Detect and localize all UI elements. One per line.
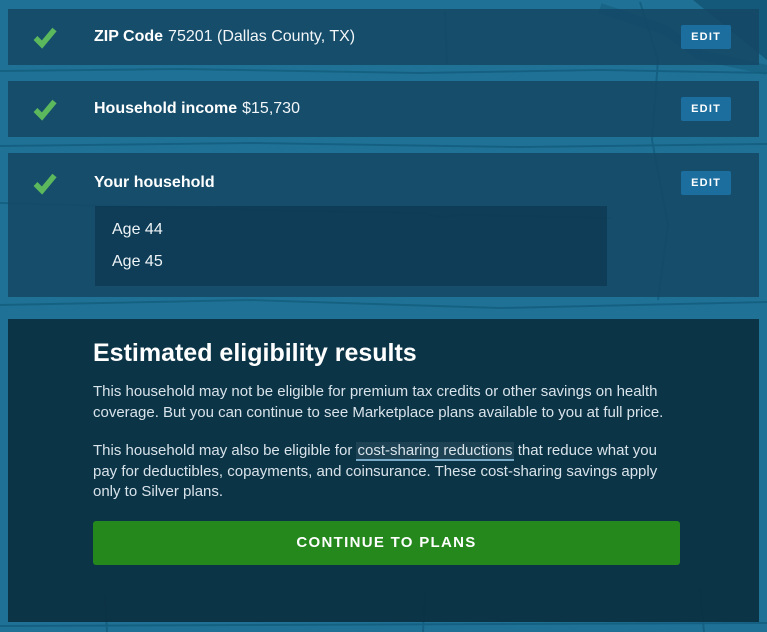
- results-paragraph-cost-sharing: This household may also be eligible for …: [93, 441, 680, 503]
- zip-code-label: ZIP Code: [94, 28, 164, 45]
- your-household-header: Your household EDIT: [33, 171, 731, 195]
- cost-sharing-text-before: This household may also be eligible for: [93, 442, 357, 459]
- check-icon: [33, 173, 57, 195]
- check-icon: [33, 99, 57, 121]
- household-member-age: Age 45: [112, 253, 163, 270]
- check-icon: [33, 27, 57, 49]
- results-title: Estimated eligibility results: [93, 339, 417, 367]
- household-member-age: Age 44: [112, 221, 163, 238]
- eligibility-results-panel: Estimated eligibility results This house…: [8, 319, 759, 622]
- household-income-value: $15,730: [242, 100, 300, 117]
- zip-code-value: 75201 (Dallas County, TX): [168, 28, 356, 45]
- your-household-row: Your household EDIT Age 44 Age 45: [8, 153, 759, 297]
- results-paragraph-tax-credits: This household may not be eligible for p…: [93, 383, 664, 421]
- household-income-label: Household income: [94, 100, 238, 117]
- edit-household-button[interactable]: EDIT: [681, 171, 731, 195]
- cost-sharing-text-after: that reduce what you pay for deductibles…: [93, 442, 658, 500]
- zip-code-summary: ZIP Code 75201 (Dallas County, TX): [94, 28, 355, 46]
- household-income-row: Household income $15,730 EDIT: [8, 81, 759, 137]
- zip-code-row: ZIP Code 75201 (Dallas County, TX) EDIT: [8, 9, 759, 65]
- your-household-label: Your household: [94, 174, 215, 191]
- continue-to-plans-button[interactable]: CONTINUE TO PLANS: [93, 520, 680, 565]
- cost-sharing-reductions-link[interactable]: cost-sharing reductions: [356, 442, 514, 461]
- household-members-panel: Age 44 Age 45: [95, 206, 607, 286]
- your-household-title-wrap: Your household: [94, 174, 215, 192]
- household-income-summary: Household income $15,730: [94, 100, 300, 118]
- edit-household-income-button[interactable]: EDIT: [681, 97, 731, 121]
- edit-zip-code-button[interactable]: EDIT: [681, 25, 731, 49]
